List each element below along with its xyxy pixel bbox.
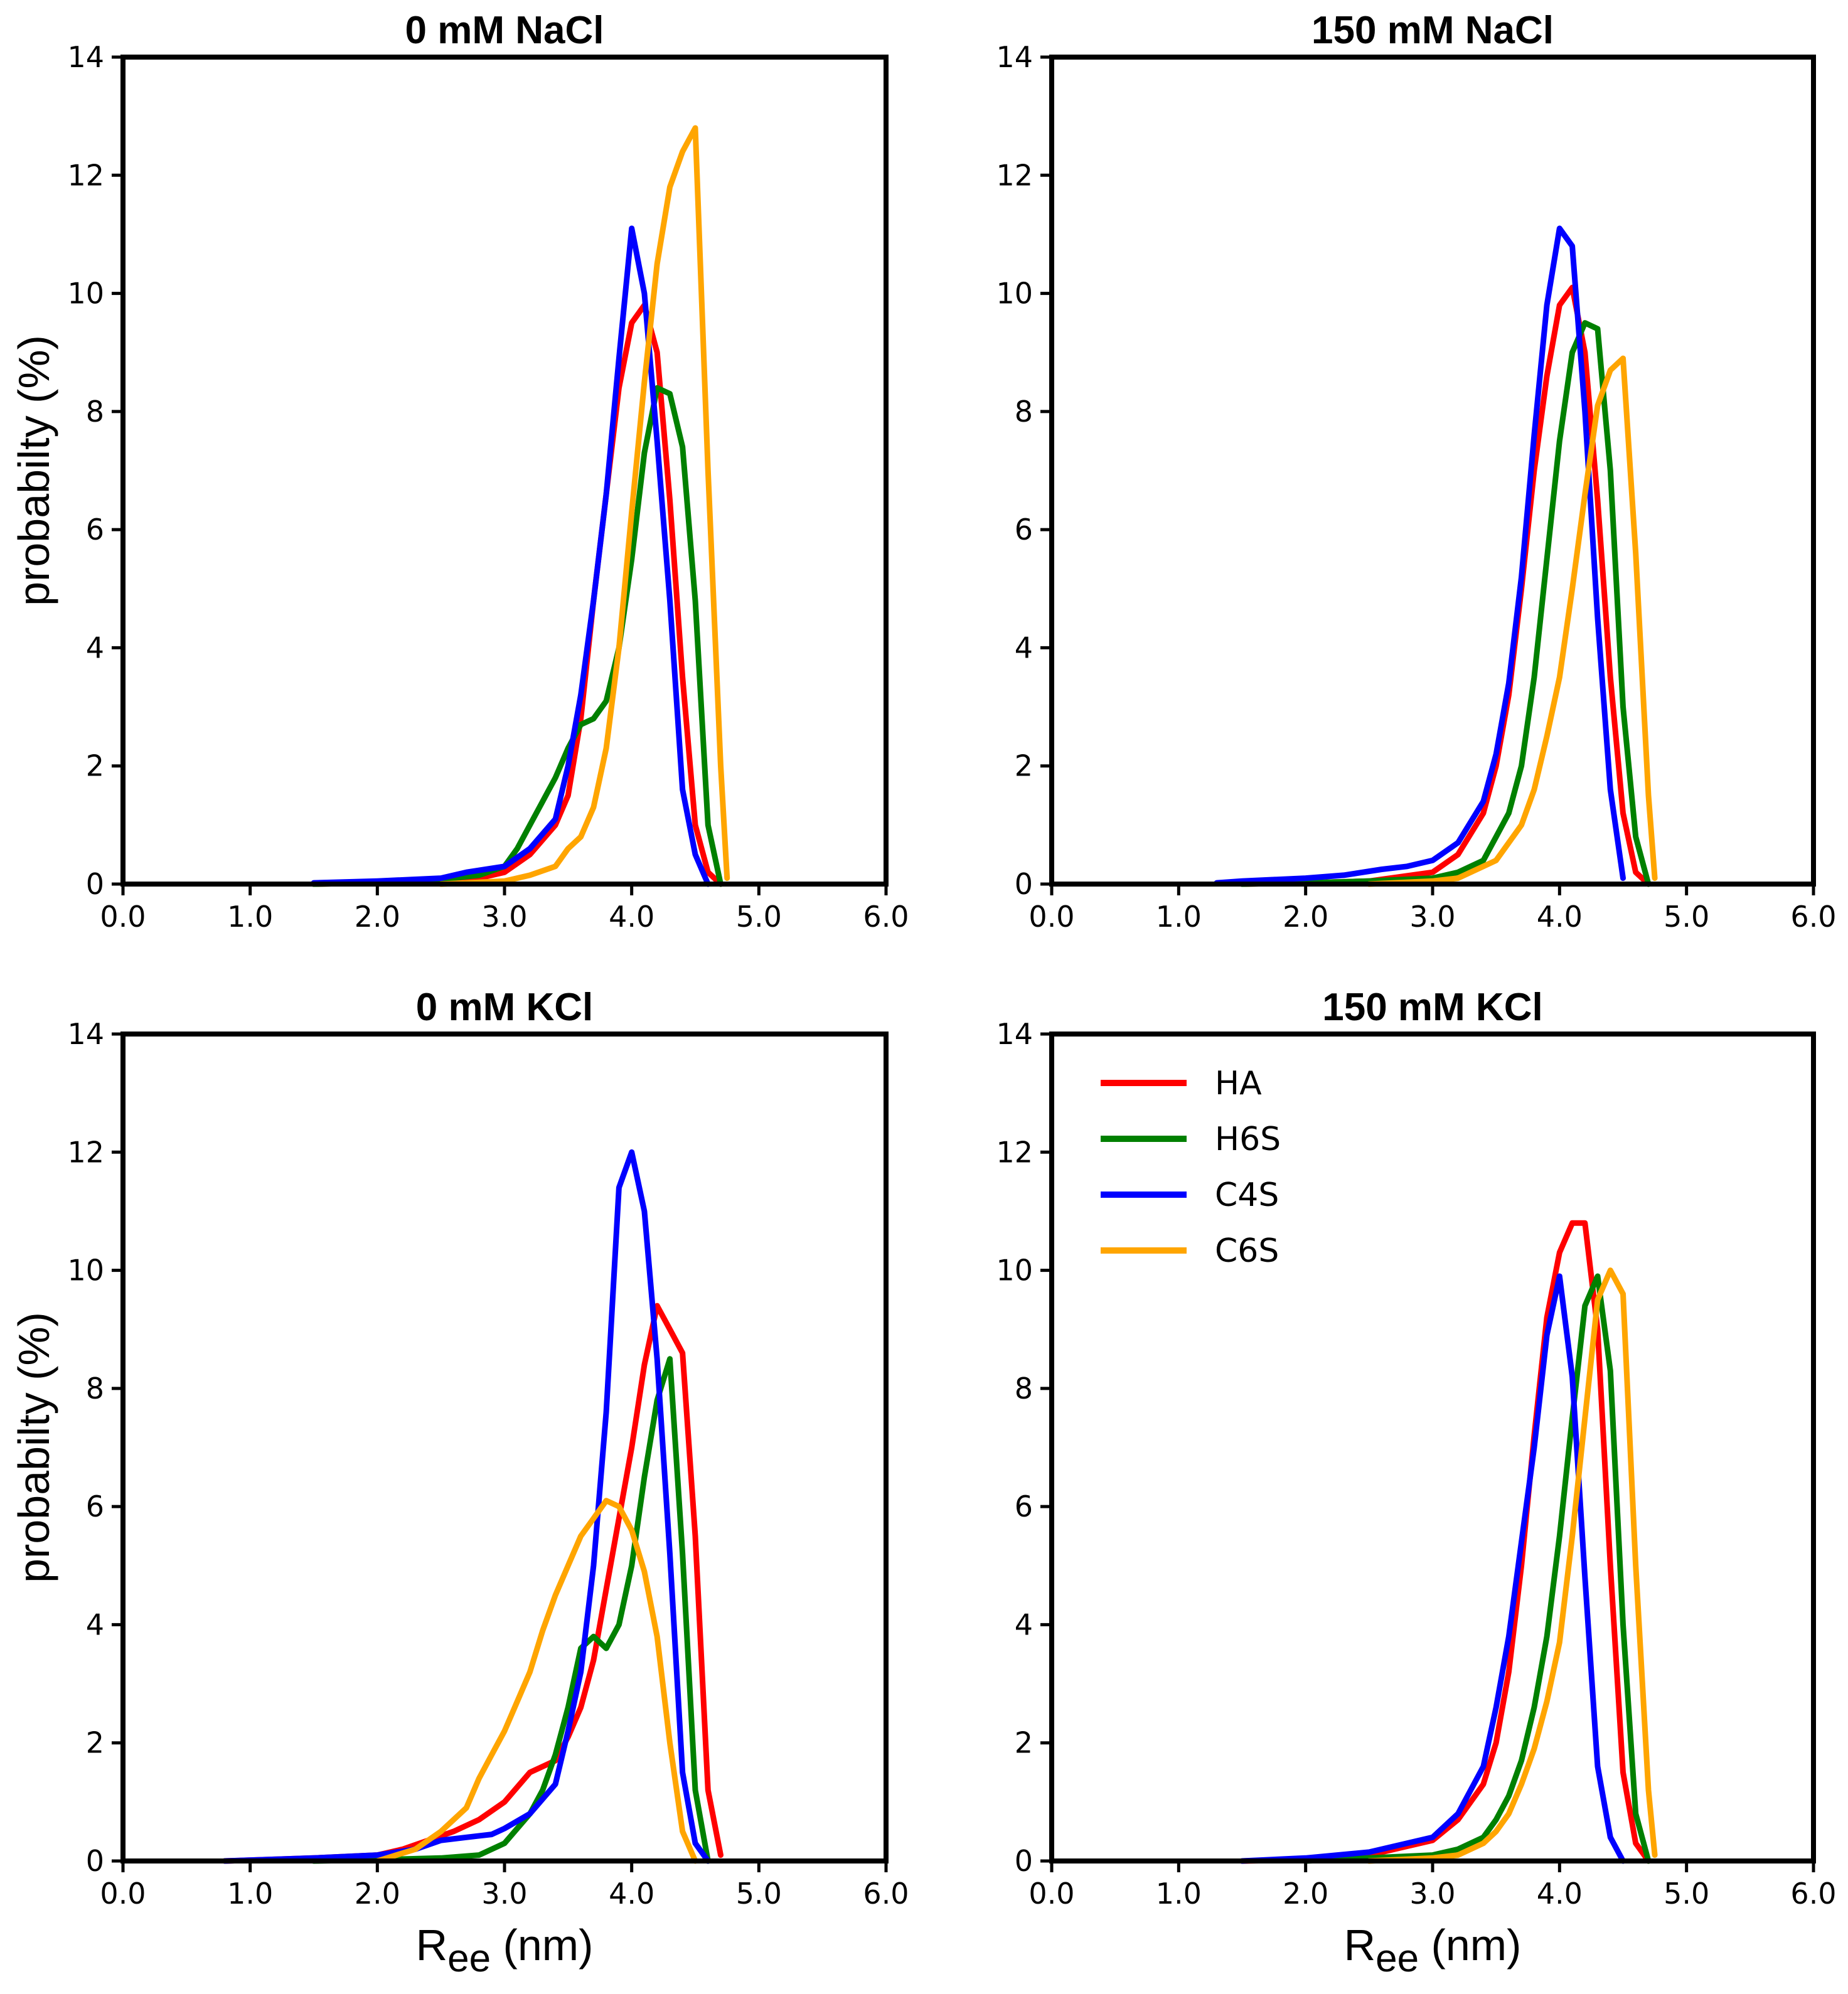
series-line-h6s <box>311 1356 711 1864</box>
y-tick-label: 0 <box>86 867 104 901</box>
series-line-c4s <box>222 1149 711 1864</box>
x-tick-label: 3.0 <box>481 1877 527 1911</box>
series-line-c6s <box>438 125 730 887</box>
legend-label-ha: HA <box>1215 1065 1262 1102</box>
legend-label-c4s: C4S <box>1215 1176 1279 1214</box>
series-line-ha <box>1239 284 1652 887</box>
x-tick-label: 4.0 <box>609 900 654 934</box>
y-tick-label: 14 <box>67 1017 104 1051</box>
y-tick-label: 2 <box>86 1726 104 1760</box>
x-tick-label: 6.0 <box>1790 1877 1836 1911</box>
x-tick-label: 1.0 <box>1156 900 1202 934</box>
x-tick-label: 0.0 <box>100 900 146 934</box>
series-line-c4s <box>1239 1273 1626 1864</box>
y-tick-label: 4 <box>86 1607 104 1641</box>
x-tick-label: 3.0 <box>1409 1877 1455 1911</box>
y-tick-label: 4 <box>86 631 104 664</box>
panel-title: 150 mM NaCl <box>1311 9 1554 52</box>
x-tick-label: 1.0 <box>227 1877 273 1911</box>
x-tick-label: 0.0 <box>1028 1877 1074 1911</box>
series-line-c6s <box>1366 1267 1658 1864</box>
series-line-c6s <box>1366 355 1658 887</box>
x-tick-label: 3.0 <box>481 900 527 934</box>
panel-title: 150 mM KCl <box>1322 986 1542 1029</box>
panel-1: 0 mM NaCl 0.0 1.0 2.0 3.0 4.0 5.0 6.0 0 2 4 6 8 10 12 1… <box>9 9 909 934</box>
y-tick-label: 6 <box>1015 1490 1033 1523</box>
panel-title: 0 mM KCl <box>416 986 593 1029</box>
x-axis-label: Ree (nm) <box>1344 1921 1522 1980</box>
y-tick-label: 10 <box>996 1254 1033 1288</box>
plot-frame <box>120 55 889 887</box>
y-tick-label: 12 <box>996 158 1033 192</box>
y-axis-label: probabilty (%) <box>9 1312 58 1583</box>
x-tick-label: 3.0 <box>1409 900 1455 934</box>
y-tick-label: 4 <box>1015 1607 1033 1641</box>
y-tick-label: 2 <box>1015 749 1033 783</box>
x-tick-label: 0.0 <box>100 1877 146 1911</box>
y-tick-label: 12 <box>67 1135 104 1169</box>
x-tick-label: 5.0 <box>1664 900 1709 934</box>
x-tick-label: 5.0 <box>736 900 782 934</box>
series-line-c6s <box>374 1498 698 1864</box>
legend-label-c6s: C6S <box>1215 1232 1279 1270</box>
x-axis-label: Ree (nm) <box>416 1921 594 1980</box>
y-tick-label: 0 <box>1015 1844 1033 1878</box>
plot-frame <box>1049 55 1816 887</box>
y-tick-label: 6 <box>86 1490 104 1523</box>
y-tick-label: 8 <box>1015 1372 1033 1405</box>
y-tick-label: 8 <box>86 1372 104 1405</box>
legend: HA H6S C4S C6S <box>1101 1065 1281 1270</box>
y-tick-label: 10 <box>996 277 1033 311</box>
y-tick-label: 10 <box>67 277 104 311</box>
y-tick-label: 2 <box>1015 1726 1033 1760</box>
panel-4: 150 mM KCl 0.0 1.0 2.0 3.0 4.0 5.0 6.0 0 2 4 6 8 10 12… <box>996 986 1836 1980</box>
y-tick-label: 12 <box>67 158 104 192</box>
panel-2: 150 mM NaCl 0.0 1.0 2.0 3.0 4.0 5.0 6.0 0 2 4 6 8 10 1… <box>996 9 1836 934</box>
y-tick-label: 14 <box>996 1017 1033 1051</box>
y-tick-label: 6 <box>1015 513 1033 546</box>
panel-title: 0 mM NaCl <box>405 9 604 52</box>
y-axis-label: probabilty (%) <box>9 335 58 606</box>
x-tick-label: 1.0 <box>227 900 273 934</box>
legend-label-h6s: H6S <box>1215 1121 1281 1158</box>
y-tick-label: 12 <box>996 1135 1033 1169</box>
y-tick-label: 8 <box>86 395 104 429</box>
series-line-c4s <box>1214 225 1626 886</box>
series-line-c4s <box>311 225 711 887</box>
y-tick-label: 2 <box>86 749 104 783</box>
x-tick-label: 4.0 <box>1537 900 1583 934</box>
x-tick-label: 5.0 <box>1664 1877 1709 1911</box>
x-tick-label: 5.0 <box>736 1877 782 1911</box>
panel-3: 0 mM KCl 0.0 1.0 2.0 3.0 4.0 5.0 6.0 0 2 4 6 8 10 12 14… <box>9 986 909 1980</box>
series-line-h6s <box>1303 1273 1652 1864</box>
x-tick-label: 0.0 <box>1028 900 1074 934</box>
x-tick-label: 4.0 <box>609 1877 654 1911</box>
y-tick-label: 14 <box>996 40 1033 74</box>
x-tick-label: 1.0 <box>1156 1877 1202 1911</box>
x-tick-label: 4.0 <box>1537 1877 1583 1911</box>
series-line-ha <box>1239 1220 1652 1864</box>
y-tick-label: 0 <box>86 1844 104 1878</box>
y-tick-label: 10 <box>67 1254 104 1288</box>
x-tick-label: 2.0 <box>1283 1877 1328 1911</box>
y-tick-label: 6 <box>86 513 104 546</box>
x-tick-label: 6.0 <box>863 900 909 934</box>
x-tick-label: 2.0 <box>1283 900 1328 934</box>
x-tick-label: 6.0 <box>863 1877 909 1911</box>
y-tick-label: 8 <box>1015 395 1033 429</box>
y-tick-label: 4 <box>1015 631 1033 664</box>
y-tick-label: 14 <box>67 40 104 74</box>
x-tick-label: 2.0 <box>355 1877 400 1911</box>
y-tick-label: 0 <box>1015 867 1033 901</box>
x-tick-label: 2.0 <box>355 900 400 934</box>
plot-frame <box>1049 1032 1816 1863</box>
x-tick-label: 6.0 <box>1790 900 1836 934</box>
series-line-h6s <box>1239 320 1652 887</box>
